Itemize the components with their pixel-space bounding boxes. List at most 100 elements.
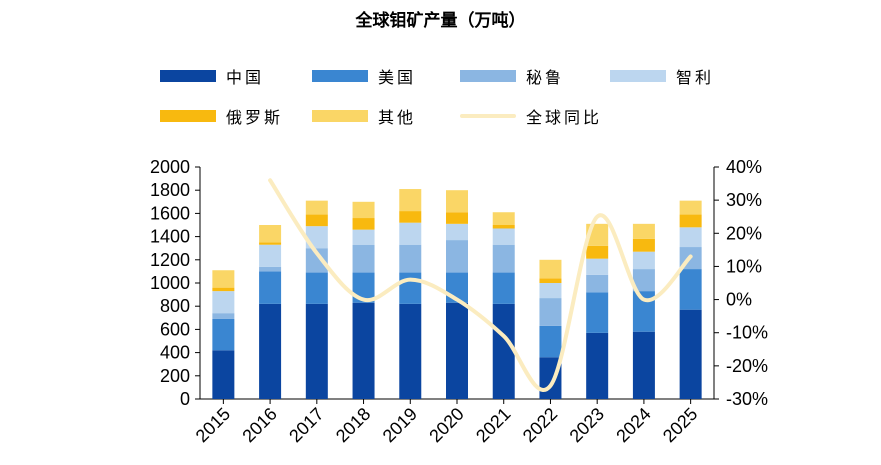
bar-segment — [586, 274, 609, 293]
y-left-tick-label: 800 — [160, 296, 190, 316]
bar-segment — [586, 292, 609, 333]
legend-swatch — [312, 70, 368, 82]
legend-item: 中国 — [160, 64, 264, 88]
legend-swatch — [610, 70, 666, 82]
y-left-tick-label: 1400 — [150, 227, 190, 247]
bar-segment — [446, 190, 468, 213]
bar-segment — [586, 258, 609, 275]
bar-segment — [539, 283, 562, 299]
bar-segment — [632, 291, 655, 332]
x-tick-label: 2022 — [519, 404, 561, 446]
legend-swatch — [160, 110, 216, 122]
bar-segment — [305, 200, 328, 215]
bar-segment — [632, 331, 655, 399]
bar-segment — [492, 303, 515, 399]
y-right-tick-label: -10% — [726, 323, 768, 343]
legend-item: 智利 — [610, 64, 714, 88]
y-right-tick-label: -30% — [726, 389, 768, 409]
bar-segment — [259, 303, 282, 399]
y-left-tick-label: 1000 — [150, 273, 190, 293]
x-tick-label: 2017 — [285, 404, 327, 446]
bar-segment — [446, 240, 468, 273]
legend-item: 其他 — [312, 104, 416, 128]
bar-segment — [446, 223, 468, 241]
bar-segment — [212, 318, 235, 351]
bar-segment — [586, 332, 609, 399]
legend-swatch — [160, 70, 216, 82]
legend-label: 智利 — [676, 68, 715, 87]
bar-segment — [352, 302, 375, 399]
bar-segment — [446, 212, 468, 224]
bar-segment — [305, 214, 328, 227]
legend-item: 全球同比 — [460, 104, 602, 128]
y-right-tick-label: -20% — [726, 356, 768, 376]
bar-segment — [305, 272, 328, 304]
y-right-tick-label: 10% — [726, 256, 762, 276]
y-left-tick-label: 1800 — [150, 180, 190, 200]
chart-legend: 中国 美国 秘鲁 智利俄罗斯 其他 全球同比 — [160, 64, 860, 144]
bar-segment — [632, 223, 655, 239]
x-tick-label: 2016 — [238, 404, 280, 446]
y-left-tick-label: 400 — [160, 343, 190, 363]
legend-label: 美国 — [378, 68, 417, 87]
bar-segment — [399, 222, 422, 245]
bar-segment — [352, 218, 375, 230]
bar-segment — [679, 269, 702, 310]
bar-segment — [305, 303, 328, 399]
y-left-tick-label: 1200 — [150, 250, 190, 270]
x-tick-label: 2021 — [472, 404, 514, 446]
bar-segment — [259, 266, 282, 272]
y-left-tick-label: 2000 — [150, 157, 190, 177]
legend-label: 俄罗斯 — [226, 108, 284, 127]
legend-swatch — [312, 110, 368, 122]
x-tick-label: 2025 — [659, 404, 701, 446]
bar-segment — [586, 245, 609, 259]
bar-segment — [632, 269, 655, 292]
bar-segment — [539, 259, 562, 279]
bar-segment — [492, 225, 515, 229]
bar-segment — [539, 278, 562, 283]
x-tick-label: 2020 — [425, 404, 467, 446]
bar-segment — [352, 229, 375, 245]
bar-segment — [399, 211, 422, 223]
legend-swatch — [460, 70, 516, 82]
bar-segment — [259, 244, 282, 267]
bar-segment — [259, 242, 282, 245]
bar-segment — [212, 350, 235, 399]
legend-label: 秘鲁 — [526, 68, 565, 87]
y-right-tick-label: 20% — [726, 223, 762, 243]
legend-line-swatch — [460, 114, 516, 118]
legend-item: 秘鲁 — [460, 64, 564, 88]
x-tick-label: 2024 — [612, 404, 654, 446]
x-tick-label: 2023 — [566, 404, 608, 446]
bar-segment — [352, 201, 375, 219]
bar-segment — [212, 287, 235, 292]
bar-segment — [446, 302, 468, 399]
bar-segment — [399, 189, 422, 212]
x-tick-label: 2018 — [332, 404, 374, 446]
bar-segment — [539, 298, 562, 326]
chart-title: 全球钼矿产量（万吨） — [355, 11, 526, 31]
bar-segment — [399, 272, 422, 304]
legend-item: 美国 — [312, 64, 416, 88]
bar-segment — [492, 272, 515, 304]
y-right-tick-label: 40% — [726, 157, 762, 177]
bar-segment — [352, 244, 375, 273]
legend-label: 中国 — [226, 68, 265, 87]
bar-segment — [259, 225, 282, 243]
bar-segment — [539, 325, 562, 358]
legend-label: 其他 — [378, 108, 417, 127]
bar-segment — [399, 244, 422, 273]
bar-segment — [679, 200, 702, 215]
bar-segment — [212, 313, 235, 319]
y-right-tick-label: 30% — [726, 190, 762, 210]
bar-segment — [679, 309, 702, 399]
bar-segment — [212, 291, 235, 314]
bar-segment — [632, 238, 655, 252]
bar-segment — [492, 212, 515, 225]
y-left-tick-label: 1600 — [150, 203, 190, 223]
legend-label: 全球同比 — [526, 108, 603, 127]
bar-segment — [212, 270, 235, 288]
bar-segment — [399, 303, 422, 399]
